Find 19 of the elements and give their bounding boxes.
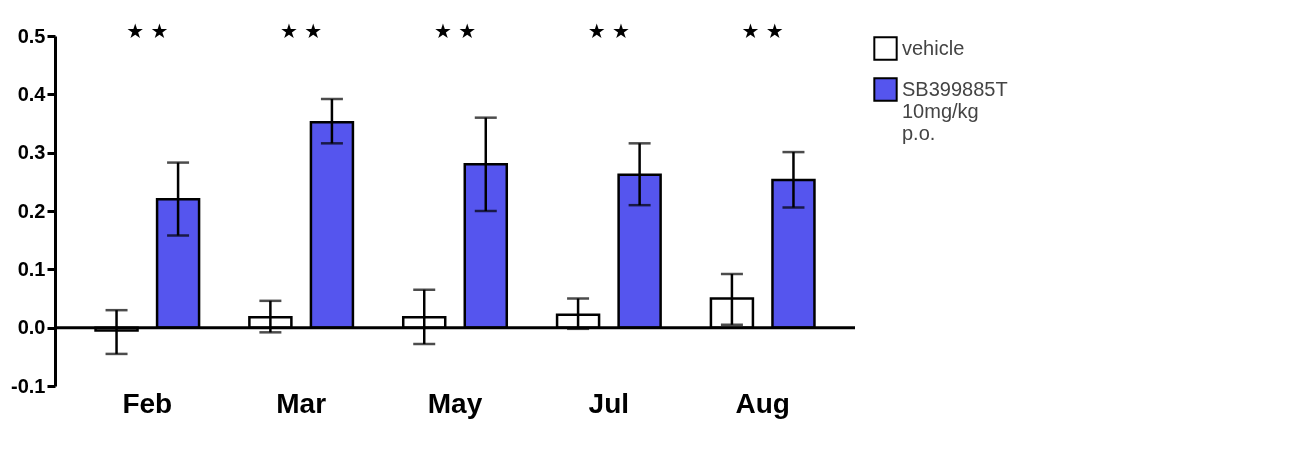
x-tick-label: Feb — [122, 387, 173, 419]
y-tick-label: 0.2 — [17, 199, 46, 222]
legend-label: SB399885T 10mg/kg p.o. — [902, 77, 1008, 144]
x-tick-label: Aug — [735, 387, 790, 419]
x-tick-label: May — [427, 387, 483, 419]
y-tick-label: 0.4 — [17, 82, 47, 105]
annotation: ★ ★ — [126, 19, 169, 43]
y-tick-label: 0.1 — [17, 257, 46, 280]
y-tick-label: 0.0 — [17, 316, 46, 339]
x-tick-label: Jul — [588, 387, 630, 419]
annotation: ★ ★ — [280, 19, 323, 43]
annotation: ★ ★ — [741, 19, 784, 43]
x-tick-label: Mar — [276, 387, 327, 419]
legend-label: vehicle — [902, 36, 965, 59]
y-tick-label: 0.5 — [17, 24, 46, 47]
annotation: ★ ★ — [433, 19, 477, 43]
y-tick-label: -0.1 — [11, 374, 46, 397]
annotation: ★ ★ — [587, 19, 630, 43]
y-tick-label: 0.3 — [17, 141, 46, 164]
